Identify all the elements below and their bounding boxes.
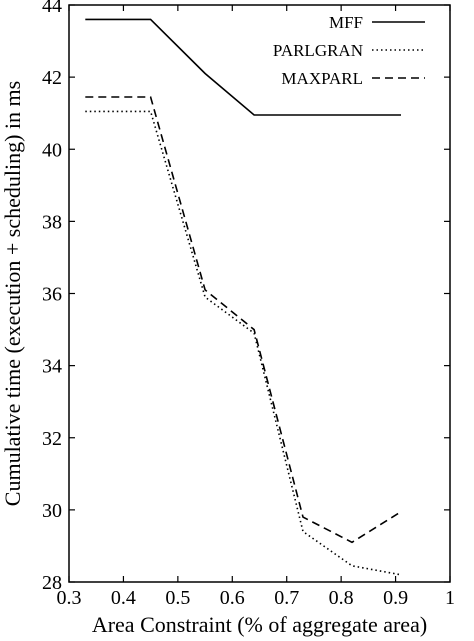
legend-label-mff: MFF: [329, 13, 363, 32]
x-tick-label: 0.5: [165, 587, 190, 609]
plot-frame: [68, 4, 451, 583]
y-tick-label: 40: [42, 139, 62, 161]
y-tick-label: 38: [42, 211, 62, 233]
y-tick-label: 34: [42, 356, 62, 378]
y-tick-label: 30: [42, 500, 62, 522]
series-line-maxparl: [85, 96, 402, 544]
y-tick-label: 36: [42, 284, 62, 306]
x-tick-label: 0.6: [220, 587, 245, 609]
x-tick-labels: 0.3 0.4 0.5 0.6 0.7 0.8 0.9 1: [57, 587, 456, 609]
x-tick-label: 0.3: [57, 587, 82, 609]
x-tick-label: 0.7: [274, 587, 299, 609]
series-layer: [85, 18, 402, 576]
series-line-mff: [85, 18, 401, 116]
x-tick-label: 0.8: [329, 587, 354, 609]
legend: MFF PARLGRAN MAXPARL: [273, 13, 425, 88]
series-line-parlgran: [85, 110, 402, 576]
axis-ticks: [68, 4, 451, 583]
y-tick-label: 42: [42, 67, 62, 89]
x-tick-label: 1: [445, 587, 455, 609]
x-tick-label: 0.9: [383, 587, 408, 609]
y-tick-label: 28: [42, 572, 62, 594]
x-tick-label: 0.4: [111, 587, 136, 609]
y-tick-label: 32: [42, 428, 62, 450]
y-tick-labels: 28 30 32 34 36 38 40 42 44: [42, 0, 62, 594]
legend-label-maxparl: MAXPARL: [281, 69, 363, 88]
y-axis-title: Cumulative time (execution + scheduling)…: [0, 81, 25, 506]
y-tick-label: 44: [42, 0, 62, 17]
x-axis-title: Area Constraint (% of aggregate area): [92, 612, 427, 637]
legend-label-parlgran: PARLGRAN: [273, 41, 363, 60]
